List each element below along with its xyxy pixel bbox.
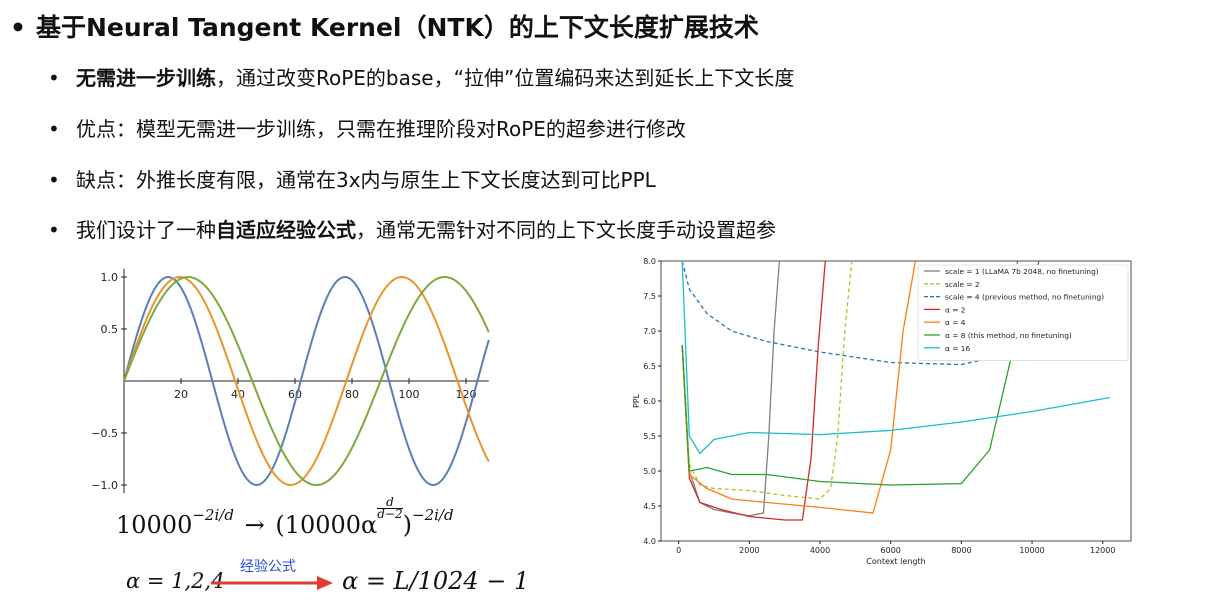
bullet-item-3: • 缺点：外推长度有限，通常在3x内与原生上下文长度达到可比PPL bbox=[48, 164, 656, 193]
y-tick-label: 4.0 bbox=[643, 537, 656, 546]
x-tick-label: 10000 bbox=[1019, 546, 1044, 555]
bullet-2-text: 优点：模型无需进一步训练，只需在推理阶段对RoPE的超参进行修改 bbox=[76, 117, 686, 141]
red-arrow bbox=[211, 576, 333, 590]
y-tick-label: 5.0 bbox=[643, 467, 656, 476]
ppl-series-line-2 bbox=[681, 261, 853, 500]
formula-1-arrow: → bbox=[244, 511, 265, 539]
bullet-dot: • bbox=[48, 168, 60, 192]
formula-2-rhs: α = L/1024 − 1 bbox=[342, 567, 530, 595]
bullet-dot: • bbox=[48, 117, 60, 141]
y-tick-label: 8.0 bbox=[643, 257, 656, 266]
bullet-dot: • bbox=[48, 66, 60, 90]
x-tick-label: 0 bbox=[676, 546, 681, 555]
formula-1-frac-num: d bbox=[377, 496, 403, 509]
bullet-item-1: • 无需进一步训练，通过改变RoPE的base，“拉伸”位置编码来达到延长上下文长… bbox=[48, 62, 794, 91]
formula-1: 10000−2i/d → (10000α d d−2)−2i/d bbox=[116, 496, 454, 539]
formula-1-close: ) bbox=[402, 511, 412, 539]
y-tick-label: 7.0 bbox=[643, 327, 656, 336]
heading-bullet: • 基于Neural Tangent Kernel（NTK）的上下文长度扩展技术 bbox=[10, 8, 759, 44]
sine-series-line-3 bbox=[123, 275, 490, 487]
y-tick-label: 4.5 bbox=[643, 502, 656, 511]
bullet-1-bold: 无需进一步训练 bbox=[76, 66, 216, 90]
ppl-series-line-6 bbox=[681, 261, 1040, 486]
legend-label: α = 8 (this method, no finetuning) bbox=[945, 331, 1072, 340]
legend-label: α = 4 bbox=[945, 318, 966, 327]
y-tick-label: 6.5 bbox=[643, 362, 656, 371]
legend-box bbox=[917, 264, 1129, 361]
bullet-4-post: ，通常无需针对不同的上下文长度手动设置超参 bbox=[356, 218, 776, 242]
formula-1-rhs-exp: −2i/d bbox=[412, 506, 454, 524]
y-tick-label: 0.5 bbox=[101, 323, 119, 336]
sine-series-line-1 bbox=[123, 275, 490, 487]
formula-1-base: 10000 bbox=[116, 511, 193, 539]
x-tick-label: 6000 bbox=[881, 546, 901, 555]
y-tick-label: −1.0 bbox=[92, 479, 118, 492]
formula-1-frac: d d−2 bbox=[377, 496, 403, 521]
ppl-series-line-7 bbox=[681, 261, 1110, 455]
legend-label: scale = 4 (previous method, no finetunin… bbox=[945, 293, 1104, 302]
x-tick-label: 4000 bbox=[810, 546, 830, 555]
legend-label: scale = 2 bbox=[945, 280, 980, 289]
bullet-1-text: ，通过改变RoPE的base，“拉伸”位置编码来达到延长上下文长度 bbox=[216, 66, 795, 90]
y-tick-label: 7.5 bbox=[643, 292, 656, 301]
x-tick-label: 80 bbox=[345, 388, 359, 401]
x-tick-label: 2000 bbox=[739, 546, 759, 555]
y-tick-label: 6.0 bbox=[643, 397, 656, 406]
y-axis-label: PPL bbox=[632, 393, 641, 408]
bullet-3-text: 缺点：外推长度有限，通常在3x内与原生上下文长度达到可比PPL bbox=[76, 168, 656, 192]
bullet-dot: • bbox=[10, 13, 26, 42]
bullet-4-bold: 自适应经验公式 bbox=[216, 218, 356, 242]
x-tick-label: 100 bbox=[399, 388, 420, 401]
ppl-series-line-4 bbox=[681, 261, 826, 521]
formula-1-rhs: (10000α bbox=[275, 511, 378, 539]
legend-label: scale = 1 (LLaMA 7b 2048, no finetuning) bbox=[945, 267, 1099, 276]
bullet-dot: • bbox=[48, 218, 60, 242]
x-tick-label: 20 bbox=[174, 388, 188, 401]
formula-2-label: 经验公式 bbox=[240, 559, 296, 575]
legend-label: α = 2 bbox=[945, 305, 965, 314]
x-axis-label: Context length bbox=[866, 557, 925, 566]
legend-label: α = 16 bbox=[945, 344, 970, 353]
ppl-series-line-5 bbox=[681, 261, 917, 514]
bullet-item-2: • 优点：模型无需进一步训练，只需在推理阶段对RoPE的超参进行修改 bbox=[48, 113, 686, 142]
ppl-chart: 0 2000 4000 6000 8000 10000 12000 4.0 4.5 5.0 5.5 6… bbox=[632, 257, 1132, 566]
heading-text: 基于Neural Tangent Kernel（NTK）的上下文长度扩展技术 bbox=[36, 13, 759, 42]
y-tick-label: 5.5 bbox=[643, 432, 656, 441]
y-tick-label: 1.0 bbox=[101, 271, 119, 284]
x-tick-label: 8000 bbox=[951, 546, 971, 555]
y-tick-label: −0.5 bbox=[92, 427, 118, 440]
bullet-4-pre: 我们设计了一种 bbox=[76, 218, 216, 242]
formula-1-exp: −2i/d bbox=[192, 506, 234, 524]
x-tick-label: 12000 bbox=[1090, 546, 1115, 555]
formula-1-frac-den: d−2 bbox=[377, 507, 403, 521]
bullet-item-4: • 我们设计了一种自适应经验公式，通常无需针对不同的上下文长度手动设置超参 bbox=[48, 214, 776, 243]
formula-2-lhs: α = 1,2,4 bbox=[126, 569, 225, 593]
